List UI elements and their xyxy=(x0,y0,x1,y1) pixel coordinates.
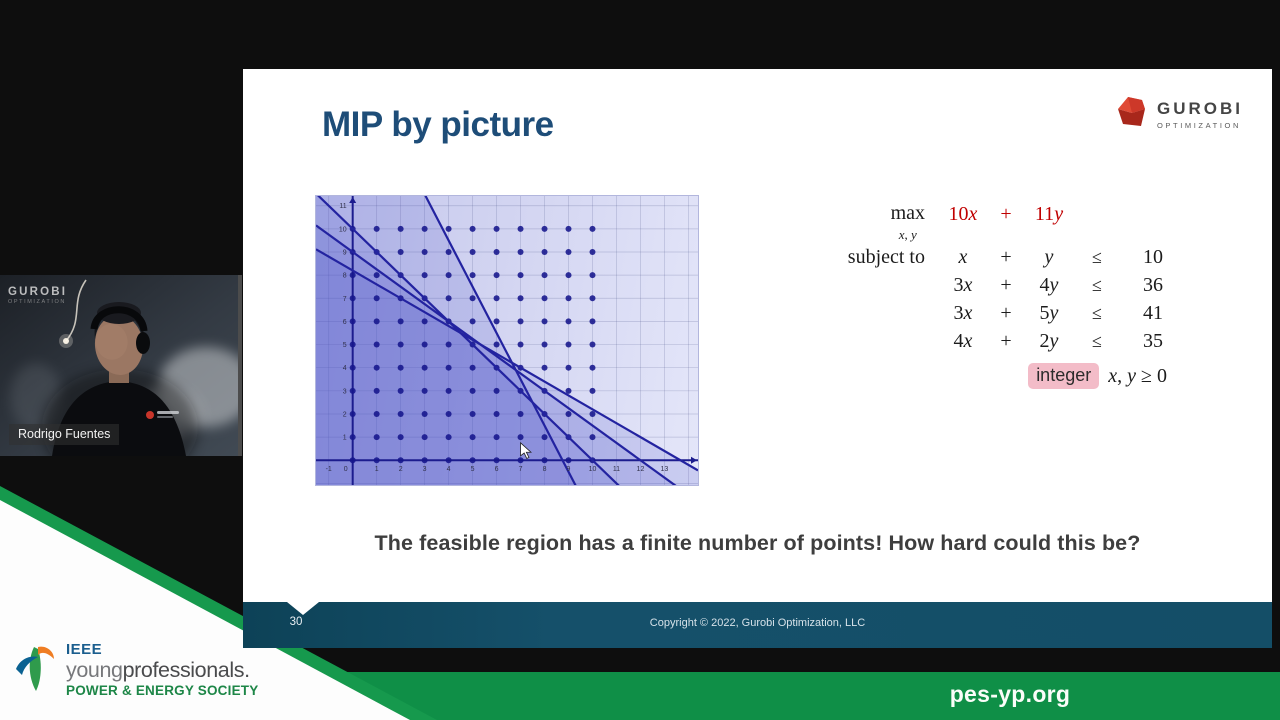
svg-text:5: 5 xyxy=(471,466,475,473)
objective-row: max x, y 10x + 11y xyxy=(831,203,1167,245)
max-operator: max x, y xyxy=(890,202,925,242)
svg-text:11: 11 xyxy=(339,203,346,210)
svg-text:7: 7 xyxy=(519,466,523,473)
svg-text:2: 2 xyxy=(399,466,403,473)
objective-term2: 11y xyxy=(1034,203,1064,225)
svg-text:11: 11 xyxy=(613,466,620,473)
objective-term1: 10x xyxy=(948,203,978,225)
constraint-rows: subject to x + y ≤10 3x +4y ≤36 3x +5y ≤41 4x +2y ≤35 xyxy=(831,246,1167,358)
presentation-slide: MIP by picture GUROBI OPTIMIZATION -1 0 1 2… xyxy=(243,69,1272,648)
feasible-region-plot: -1 0 1 2 3 4 5 6 7 8 9 10 11 12 13 1 2 3 4 5 6 7 8 9 10 11 xyxy=(315,195,699,486)
svg-text:3: 3 xyxy=(423,466,427,473)
slide-title: MIP by picture xyxy=(322,105,554,144)
ieee-logo-icon xyxy=(14,642,58,699)
nonneg-constraint: x, y ≥ 0 xyxy=(1108,364,1167,387)
integer-badge: integer xyxy=(1028,363,1100,389)
pes-society-label: POWER & ENERGY SOCIETY xyxy=(66,683,259,699)
ieee-yp-logo: IEEE youngprofessionals. POWER & ENERGY … xyxy=(14,642,258,699)
page-number: 30 xyxy=(289,616,303,628)
integrality-row: integer x, y ≥ 0 xyxy=(831,363,1167,389)
webcam-edge-strip xyxy=(238,275,242,456)
ieee-label: IEEE xyxy=(66,641,103,658)
svg-text:1: 1 xyxy=(375,466,379,473)
footer-notch xyxy=(287,602,319,615)
svg-text:2: 2 xyxy=(343,411,347,418)
svg-text:0: 0 xyxy=(344,466,348,473)
objective-plus: + xyxy=(1000,203,1012,225)
copyright: Copyright © 2022, Gurobi Optimization, L… xyxy=(649,617,866,629)
svg-text:12: 12 xyxy=(637,466,645,473)
slide-headline: The feasible region has a finite number … xyxy=(374,531,1141,555)
svg-text:8: 8 xyxy=(343,273,347,280)
svg-text:9: 9 xyxy=(343,249,347,256)
svg-text:3: 3 xyxy=(343,388,347,395)
svg-text:5: 5 xyxy=(343,342,347,349)
svg-text:6: 6 xyxy=(343,319,347,326)
gurobi-gem-icon xyxy=(1115,94,1149,135)
webcam-video: GUROBI OPTIMIZATION Rodrigo Fuentes xyxy=(0,275,238,456)
presenter-name-label: Rodrigo Fuentes xyxy=(9,424,120,445)
svg-text:8: 8 xyxy=(543,466,547,473)
webcam-watermark: GUROBI OPTIMIZATION xyxy=(8,286,68,306)
youngprofessionals-label: youngprofessionals. xyxy=(66,657,250,682)
svg-text:13: 13 xyxy=(661,466,669,473)
gurobi-wordmark: GUROBI xyxy=(1157,99,1243,119)
svg-text:7: 7 xyxy=(343,296,347,303)
constraint-row: subject to x + y ≤10 xyxy=(847,246,1163,268)
svg-text:6: 6 xyxy=(495,466,499,473)
constraint-row: 3x +4y ≤36 xyxy=(953,274,1163,296)
svg-text:1: 1 xyxy=(343,435,347,442)
slide-footer: 30 Copyright © 2022, Gurobi Optimization… xyxy=(243,602,1272,648)
svg-text:-1: -1 xyxy=(326,466,332,473)
gurobi-logo: GUROBI OPTIMIZATION xyxy=(1115,94,1243,135)
mouse-cursor-icon xyxy=(520,441,532,459)
pes-url: pes-yp.org xyxy=(949,681,1071,707)
constraint-row: 4x +2y ≤35 xyxy=(953,330,1163,352)
optimization-problem: max x, y 10x + 11y subject to x + y ≤10 3x +4y… xyxy=(831,203,1167,389)
svg-text:4: 4 xyxy=(447,466,451,473)
svg-text:9: 9 xyxy=(567,466,571,473)
constraint-row: 3x +5y ≤41 xyxy=(953,302,1163,324)
svg-text:10: 10 xyxy=(339,226,347,233)
svg-text:10: 10 xyxy=(589,466,597,473)
svg-text:4: 4 xyxy=(343,365,347,372)
gurobi-subtitle: OPTIMIZATION xyxy=(1157,120,1241,130)
